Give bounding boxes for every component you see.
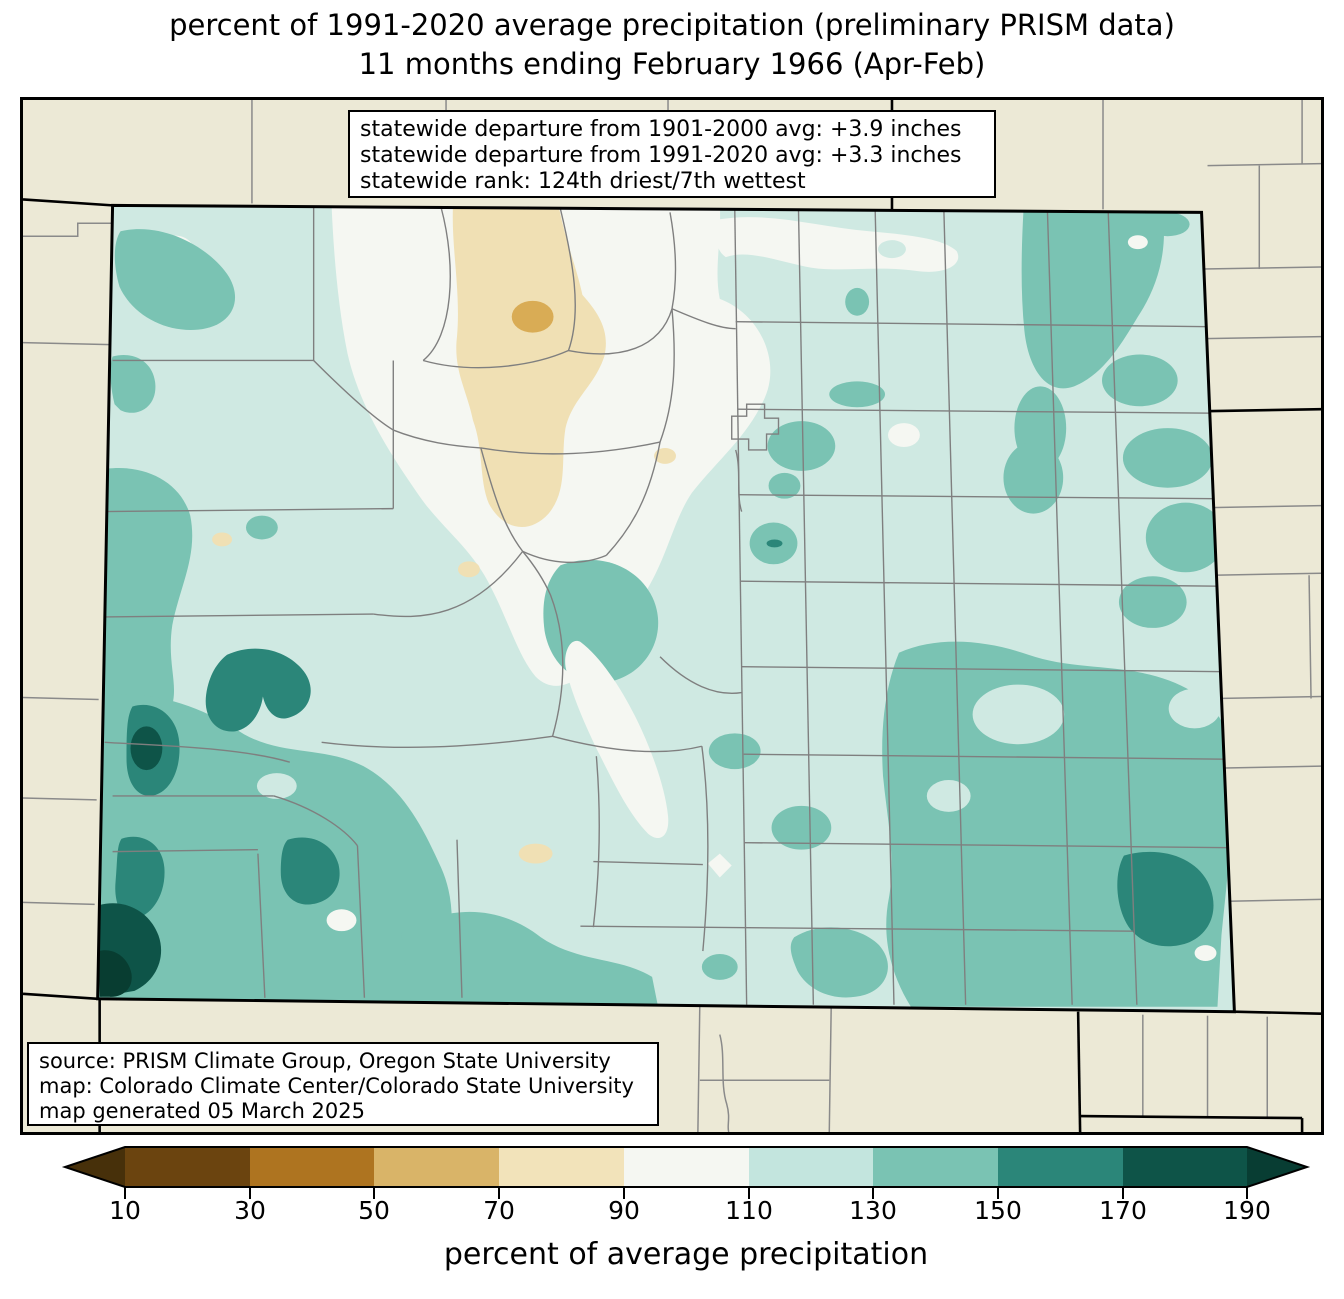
colorbar-segments [61,1146,1311,1188]
page-title: percent of 1991-2020 average precipitati… [0,6,1344,84]
colorbar-tick-marks [124,1187,1248,1199]
colorado-state-border [96,203,1236,1014]
colorbar-tick-50: 50 [358,1196,390,1225]
stats-line-1: statewide departure from 1901-2000 avg: … [360,117,962,142]
source-attribution-box: source: PRISM Climate Group, Oregon Stat… [27,1042,659,1126]
colorbar-over-arrow [1247,1147,1307,1187]
colorado-fill-layers [97,205,1235,1012]
colorbar-tick-130: 130 [849,1196,897,1225]
neighbor-county-lines [23,100,1321,1132]
colorbar-axis-label: percent of average precipitation [443,1237,929,1272]
colorbar-tick-70: 70 [483,1196,515,1225]
colorbar-tick-170: 170 [1099,1196,1147,1225]
colorbar-tick-30: 30 [234,1196,266,1225]
colorbar [61,1146,1311,1199]
title-line-1: percent of 1991-2020 average precipitati… [169,8,1175,42]
colorbar-tick-190: 190 [1223,1196,1271,1225]
stats-line-3: statewide rank: 124th driest/7th wettest [360,169,806,194]
source-line-1: source: PRISM Climate Group, Oregon Stat… [39,1049,611,1073]
colorbar-tick-110: 110 [725,1196,773,1225]
source-line-3: map generated 05 March 2025 [39,1099,366,1123]
colorbar-under-arrow [65,1147,125,1187]
title-line-2: 11 months ending February 1966 (Apr-Feb) [358,47,986,81]
colorbar-tick-150: 150 [974,1196,1022,1225]
source-line-2: map: Colorado Climate Center/Colorado St… [39,1074,634,1098]
colorbar-tick-90: 90 [608,1196,640,1225]
colorbar-tick-10: 10 [109,1196,141,1225]
statewide-stats-box: statewide departure from 1901-2000 avg: … [348,110,996,198]
colorado-precipitation-map [23,100,1321,1132]
map-frame [20,97,1324,1135]
stats-line-2: statewide departure from 1991-2020 avg: … [360,143,962,168]
colorado-county-lines [100,205,1230,1005]
